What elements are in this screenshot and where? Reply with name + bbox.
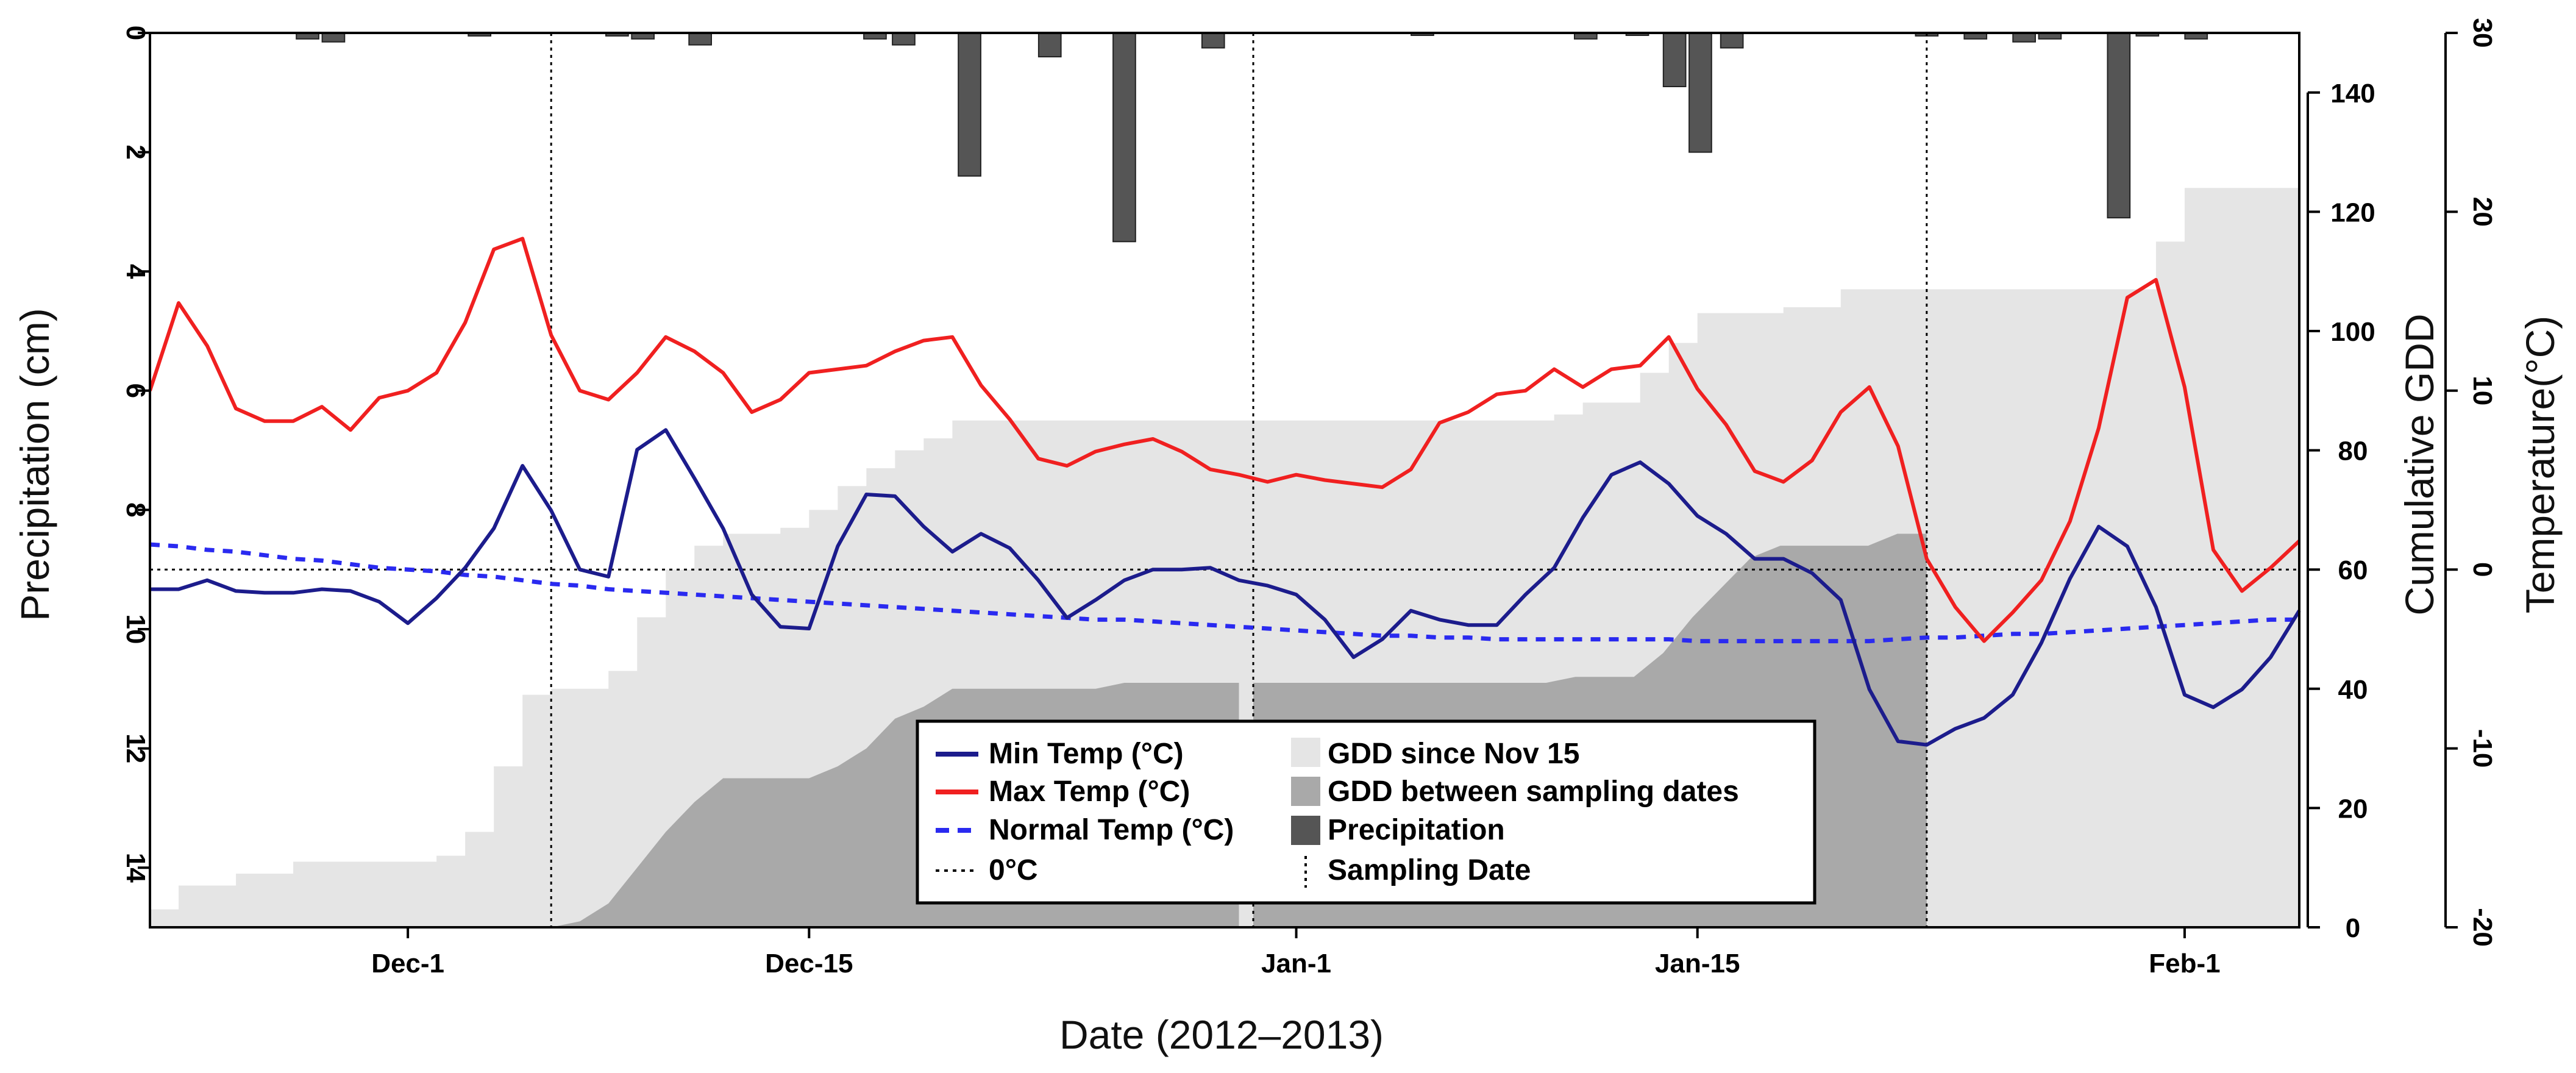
temp-tick-label-1: -20 (2467, 908, 2497, 947)
gdd-tick-label-7: 120 (2330, 198, 2375, 227)
precip-tick-label-5: 8 (121, 502, 151, 517)
precip-bar-17 (1688, 32, 1712, 153)
precip-tick-label-8: 14 (121, 853, 151, 883)
legend-sampling-label: Sampling Date (1328, 854, 1531, 886)
precip-bar-8 (892, 32, 916, 46)
gdd-tick-label-1: 0 (2346, 913, 2360, 943)
legend-zero-label: 0°C (989, 854, 1038, 886)
precipitation-axis-title: Precipitation (cm) (12, 308, 57, 621)
temperature-lines (148, 237, 2301, 747)
legend-gdd-between-label: GDD between sampling dates (1328, 775, 1739, 808)
legend-precip-swatch (1291, 816, 1320, 845)
precip-bar-9 (958, 32, 981, 177)
temp-tick-label-3: 0 (2467, 562, 2497, 577)
min-temp-line (150, 428, 2301, 747)
x-tick-label-1: Dec-1 (371, 949, 444, 979)
normal-temp-line (149, 542, 2299, 644)
legend-gdd-since-swatch (1291, 738, 1320, 767)
temp-tick-label-2: -10 (2467, 729, 2497, 768)
legend-gdd-since-label: GDD since Nov 15 (1328, 738, 1579, 770)
gdd-tick-label-2: 20 (2338, 794, 2368, 824)
gdd-tick-label-3: 40 (2338, 675, 2368, 705)
precip-bar-16 (1662, 32, 1687, 87)
precip-bar-12 (1201, 32, 1225, 49)
x-tick-label-3: Jan-1 (1261, 949, 1331, 979)
axes: Dec-1 Dec-15 Jan-1 Jan-15 Feb-10246810121402… (121, 18, 2497, 979)
precip-bar-21 (2012, 32, 2037, 43)
precip-tick-label-2: 2 (121, 144, 151, 159)
precip-bar-2 (321, 32, 346, 43)
precip-bar-6 (688, 32, 713, 46)
legend-gdd-between-swatch (1291, 777, 1320, 806)
x-tick-label-5: Feb-1 (2149, 949, 2220, 979)
precip-tick-label-1: 0 (121, 26, 151, 40)
legend-precip-label: Precipitation (1328, 814, 1505, 846)
legend-max-temp-label: Max Temp (°C) (989, 775, 1190, 808)
precip-bar-11 (1112, 32, 1136, 243)
gdd-axis-title: Cumulative GDD (2397, 313, 2442, 615)
gdd-tick-label-6: 100 (2330, 317, 2375, 347)
legend: Min Temp (°C) Max Temp (°C) Normal Temp … (916, 719, 1816, 905)
temp-tick-label-6: 30 (2467, 18, 2497, 48)
temp-tick-label-5: 20 (2467, 197, 2497, 227)
x-tick-label-2: Dec-15 (765, 949, 853, 979)
precip-bar-23 (2107, 32, 2131, 219)
precip-tick-label-3: 4 (121, 264, 151, 279)
legend-box (916, 719, 1816, 905)
precip-bar-10 (1037, 32, 1062, 58)
gdd-tick-label-4: 60 (2338, 555, 2368, 585)
precip-tick-label-7: 12 (121, 733, 151, 763)
precip-tick-label-4: 6 (121, 383, 151, 398)
x-tick-label-4: Jan-15 (1655, 949, 1740, 979)
temperature-axis-title: Temperature(°C) (2517, 316, 2563, 614)
gdd-tick-label-5: 80 (2338, 437, 2368, 466)
legend-normal-temp-label: Normal Temp (°C) (989, 814, 1234, 846)
precip-bar-18 (1720, 32, 1744, 49)
precip-tick-label-6: 10 (121, 615, 151, 644)
plot-frame (149, 32, 2300, 929)
temp-tick-label-4: 10 (2467, 376, 2497, 405)
legend-min-temp-label: Min Temp (°C) (989, 738, 1184, 770)
gdd-tick-label-8: 140 (2330, 79, 2375, 109)
max-temp-line (148, 237, 2301, 643)
x-axis-title: Date (2012–2013) (1059, 1012, 1384, 1057)
precipitation-bars (296, 32, 2208, 243)
